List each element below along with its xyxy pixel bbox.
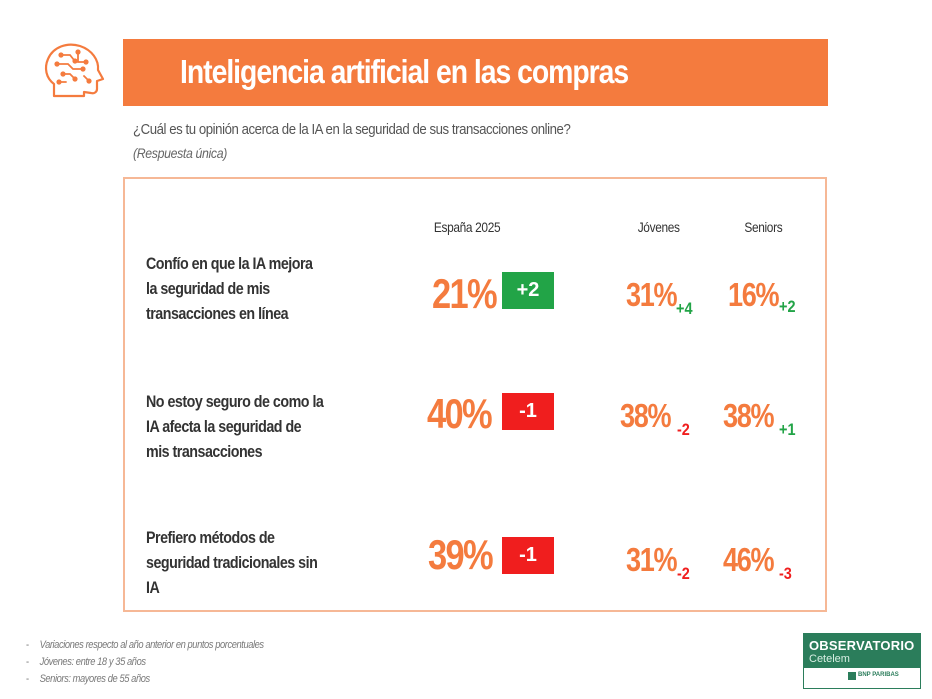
logo-name: OBSERVATORIO [809, 638, 915, 653]
question-text: ¿Cuál es tu opinión acerca de la IA en l… [133, 121, 571, 138]
spain-delta-badge: -1 [502, 393, 554, 430]
row-label: No estoy seguro de como la IA afecta la … [146, 392, 324, 461]
young-percentage: 38% [620, 397, 672, 434]
footnote: - Jóvenes: entre 18 y 35 años [26, 656, 146, 668]
row-label: Confío en que la IA mejora la seguridad … [146, 254, 313, 323]
observatorio-cetelem-logo: OBSERVATORIO Cetelem BNP PARIBAS [803, 633, 921, 689]
spain-percentage: 39% [428, 531, 494, 578]
seniors-delta: +2 [779, 297, 796, 316]
page-title: Inteligencia artificial en las compras [180, 53, 629, 90]
column-header-seniors: Seniors [744, 219, 783, 235]
logo-sub: Cetelem [809, 653, 850, 665]
bnp-star-icon [848, 672, 856, 680]
young-percentage: 31% [626, 541, 678, 578]
footnotes: - Variaciones respecto al año anterior en… [26, 637, 306, 688]
spain-percentage: 21% [432, 270, 498, 317]
logo-banner: OBSERVATORIO Cetelem [804, 634, 920, 668]
seniors-delta: -3 [779, 564, 792, 583]
brain-circuit-icon [44, 43, 105, 98]
spain-delta-badge: +2 [502, 272, 554, 309]
footnote: - Seniors: mayores de 55 años [26, 673, 150, 685]
seniors-percentage: 16% [728, 276, 780, 313]
column-header-spain: España 2025 [433, 219, 501, 235]
young-delta: -2 [677, 420, 690, 439]
spain-percentage: 40% [427, 390, 493, 437]
title-bar: Inteligencia artificial en las compras [123, 39, 828, 106]
column-header-young: Jóvenes [637, 219, 680, 235]
logo-group: BNP PARIBAS [858, 672, 899, 678]
question-note: (Respuesta única) [133, 145, 228, 161]
seniors-delta: +1 [779, 420, 796, 439]
footnote: - Variaciones respecto al año anterior en… [26, 639, 264, 651]
young-delta: -2 [677, 564, 690, 583]
young-delta: +4 [676, 299, 693, 318]
spain-delta-badge: -1 [502, 537, 554, 574]
row-label: Prefiero métodos de seguridad tradiciona… [146, 528, 318, 597]
seniors-percentage: 46% [723, 541, 775, 578]
young-percentage: 31% [626, 276, 678, 313]
seniors-percentage: 38% [723, 397, 775, 434]
results-panel [123, 177, 827, 612]
